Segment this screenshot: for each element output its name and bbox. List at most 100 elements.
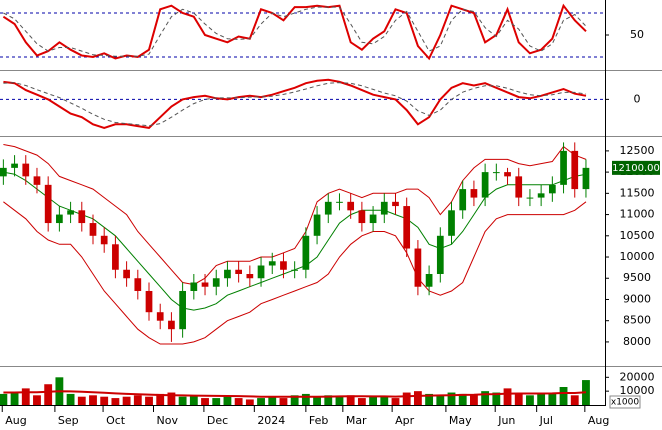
volume-bar (77, 396, 86, 405)
x-tick-label: Apr (395, 414, 415, 427)
volume-bar (514, 393, 523, 405)
candle-body (313, 214, 321, 236)
x-tick-label: Mar (346, 414, 367, 427)
y-tick-label: 50 (630, 28, 644, 41)
volume-bar (21, 388, 30, 405)
candle-body (33, 176, 41, 185)
candle-body (44, 184, 52, 224)
candle-body (302, 235, 310, 270)
x-tick-label: Jun (497, 414, 515, 427)
x-tick-label: 2024 (257, 414, 285, 427)
candle-body (78, 210, 86, 224)
y-tick-label: 12500 (620, 144, 655, 157)
volume-bar (570, 395, 579, 405)
candle-body (448, 210, 455, 236)
y-tick-label: 10000 (620, 250, 655, 263)
candle-body (369, 214, 377, 224)
volume-bar (469, 395, 478, 405)
candle-body (89, 223, 97, 236)
volume-bar (145, 396, 153, 405)
band-line (3, 201, 587, 345)
volume-bar (0, 393, 8, 405)
volume-bar (346, 395, 355, 405)
candle-body (156, 312, 164, 321)
volume-bar (201, 398, 209, 405)
candle-body (190, 282, 198, 291)
candle-body (257, 265, 265, 279)
volume-bar (111, 398, 120, 405)
last-price-box (612, 160, 660, 175)
y-tick-label: 9000 (623, 292, 651, 305)
volume-bar (402, 392, 411, 405)
volume-bar (44, 384, 53, 405)
volume-bar (10, 392, 19, 405)
volume-bar (548, 392, 557, 405)
volume-bar (425, 393, 434, 405)
volume-bar (257, 398, 265, 405)
candle-body (324, 201, 332, 215)
candle-body (459, 189, 467, 211)
volume-bar (290, 395, 299, 405)
candle-body (392, 201, 399, 207)
volume-bar (335, 396, 344, 405)
candle-body (470, 189, 478, 198)
candle-body (22, 163, 30, 177)
candle-body (582, 167, 590, 190)
volume-bar (167, 392, 176, 405)
candle-body (425, 274, 433, 287)
volume-ma (3, 390, 587, 398)
volume-bar (234, 398, 243, 405)
candle-body (123, 269, 130, 279)
candle-body (246, 274, 254, 279)
volume-bar (436, 395, 445, 405)
candle-body (492, 172, 500, 174)
y-tick-label: 11000 (620, 208, 655, 221)
volume-bar (212, 398, 221, 405)
x-tick-label: Jul (539, 414, 553, 427)
candle-body (168, 320, 175, 330)
volume-bar (100, 396, 109, 405)
candle-body (67, 210, 74, 215)
candle-body (436, 235, 444, 274)
indicator-line (2, 3, 587, 61)
volume-bar (301, 393, 310, 405)
volume-bar (492, 392, 501, 405)
volume-bar (413, 391, 422, 405)
volume-bar (89, 395, 97, 405)
candle-body (280, 261, 287, 270)
candle-body (224, 269, 231, 279)
candle-body (134, 278, 142, 291)
volume-bar (223, 396, 232, 405)
candle-body (235, 269, 242, 274)
candle-body (548, 184, 556, 194)
candle-body (380, 201, 388, 215)
candle-body (358, 210, 366, 224)
candle-body (100, 235, 108, 245)
x-tick-label: Nov (156, 414, 178, 427)
band-line (3, 144, 587, 286)
x-tick-label: Dec (207, 414, 228, 427)
candle-body (336, 201, 343, 203)
candle-body (0, 167, 7, 177)
volume-bar (324, 395, 333, 405)
candle-body (291, 269, 299, 271)
candle-body (112, 244, 119, 270)
y-tick-label: 9500 (623, 271, 651, 284)
volume-bar (133, 395, 142, 405)
volume-bar (526, 395, 534, 405)
candle-body (201, 282, 209, 287)
x-tick-label: Feb (309, 414, 328, 427)
volume-bar (189, 395, 198, 405)
unit-box (609, 395, 641, 409)
volume-bar (447, 392, 456, 405)
last-price-label: 12100.00 (612, 163, 660, 174)
indicator-line (3, 6, 587, 57)
candle-body (56, 214, 63, 224)
indicator-line (3, 78, 587, 129)
candle-body (179, 290, 186, 330)
candle-body (481, 172, 489, 198)
volume-bar (369, 396, 378, 405)
y-tick-label: 10500 (620, 229, 655, 242)
